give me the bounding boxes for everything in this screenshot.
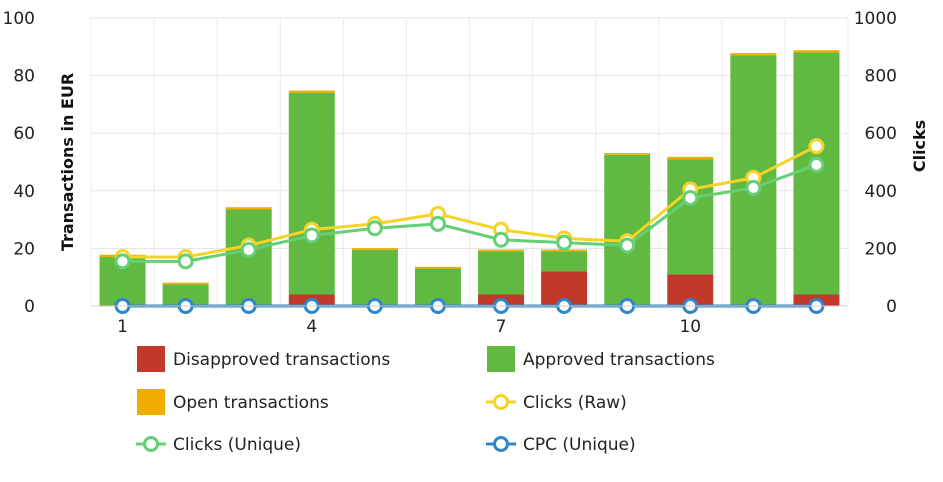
y-left-tick-label: 60 (13, 124, 35, 144)
bar-approved-transactions-10[interactable] (667, 159, 714, 275)
series-line-clicks-raw (122, 144, 818, 259)
legend-item-disapproved-transactions[interactable]: Disapproved transactions (137, 346, 390, 372)
point-clicks-unique-7[interactable] (493, 231, 510, 248)
bar-open-transactions-3[interactable] (225, 207, 272, 210)
y-right-tick-label: 200 (865, 239, 897, 259)
point-clicks-unique-12[interactable] (808, 156, 825, 173)
y-left-tick-label: 20 (13, 239, 35, 259)
bar-open-transactions-9[interactable] (604, 153, 651, 155)
point-clicks-unique-8[interactable] (556, 234, 573, 251)
bar-open-transactions-4[interactable] (288, 90, 335, 93)
x-tick-label: 1 (117, 317, 128, 337)
legend-item-clicks-raw[interactable]: Clicks (Raw) (486, 393, 627, 413)
bar-open-transactions-12[interactable] (793, 50, 840, 53)
y-right-axis-title: Clicks (910, 120, 929, 172)
point-clicks-unique-9[interactable] (619, 237, 636, 254)
legend-swatch (137, 389, 165, 415)
legend-label: Clicks (Unique) (173, 435, 301, 455)
y-right-tick-label: 400 (865, 182, 897, 202)
bar-open-transactions-7[interactable] (478, 249, 525, 252)
y-right-tick-label: 0 (886, 297, 897, 317)
y-left-tick-label: 0 (24, 297, 35, 317)
bar-approved-transactions-12[interactable] (793, 52, 840, 295)
point-clicks-raw-12[interactable] (808, 138, 825, 155)
y-left-tick-label: 80 (13, 67, 35, 87)
legend-item-approved-transactions[interactable]: Approved transactions (487, 346, 715, 372)
y-right-tick-label: 800 (865, 67, 897, 87)
x-tick-label: 4 (306, 317, 317, 337)
bar-open-transactions-11[interactable] (730, 53, 777, 56)
point-clicks-unique-10[interactable] (682, 190, 699, 206)
bar-open-transactions-5[interactable] (351, 248, 398, 250)
legend-item-open-transactions[interactable]: Open transactions (137, 389, 329, 415)
bar-approved-transactions-8[interactable] (541, 251, 588, 272)
bar-open-transactions-6[interactable] (414, 266, 461, 269)
point-clicks-unique-4[interactable] (303, 227, 320, 244)
legend-marker (143, 436, 159, 452)
point-clicks-unique-5[interactable] (366, 220, 383, 237)
legend-label: Approved transactions (523, 350, 715, 370)
bar-approved-transactions-9[interactable] (604, 154, 651, 306)
y-left-tick-label: 40 (13, 182, 35, 202)
y-right-tick-label: 1000 (854, 9, 897, 29)
bar-approved-transactions-5[interactable] (351, 249, 398, 306)
legend-item-cpc-unique[interactable]: CPC (Unique) (486, 435, 636, 455)
point-clicks-unique-11[interactable] (745, 179, 762, 196)
x-tick-label: 10 (679, 317, 701, 337)
legend-marker (493, 436, 509, 452)
y-left-tick-label: 100 (3, 9, 35, 29)
legend-label: Disapproved transactions (173, 350, 390, 370)
legend-label: CPC (Unique) (523, 435, 636, 455)
bar-open-transactions-2[interactable] (162, 282, 209, 285)
bar-open-transactions-10[interactable] (667, 156, 714, 160)
legend-marker (493, 394, 509, 410)
legend-swatch (487, 346, 515, 372)
bar-approved-transactions-7[interactable] (478, 251, 525, 295)
y-left-axis-title: Transactions in EUR (58, 73, 77, 251)
point-clicks-unique-3[interactable] (240, 241, 257, 258)
point-clicks-unique-2[interactable] (177, 253, 194, 270)
bar-approved-transactions-2[interactable] (162, 284, 209, 306)
point-clicks-unique-6[interactable] (429, 215, 446, 232)
x-tick-label: 7 (496, 317, 507, 337)
series-line-clicks-unique (122, 163, 817, 263)
point-clicks-unique-1[interactable] (114, 253, 131, 270)
legend[interactable]: Disapproved transactions Approved transac… (136, 346, 715, 455)
legend-label: Open transactions (173, 393, 329, 413)
legend-label: Clicks (Raw) (523, 393, 627, 413)
legend-swatch (137, 346, 165, 372)
y-right-tick-label: 600 (865, 124, 897, 144)
bar-approved-transactions-4[interactable] (288, 92, 335, 295)
bars (99, 50, 840, 306)
legend-item-clicks-unique[interactable]: Clicks (Unique) (136, 435, 301, 455)
